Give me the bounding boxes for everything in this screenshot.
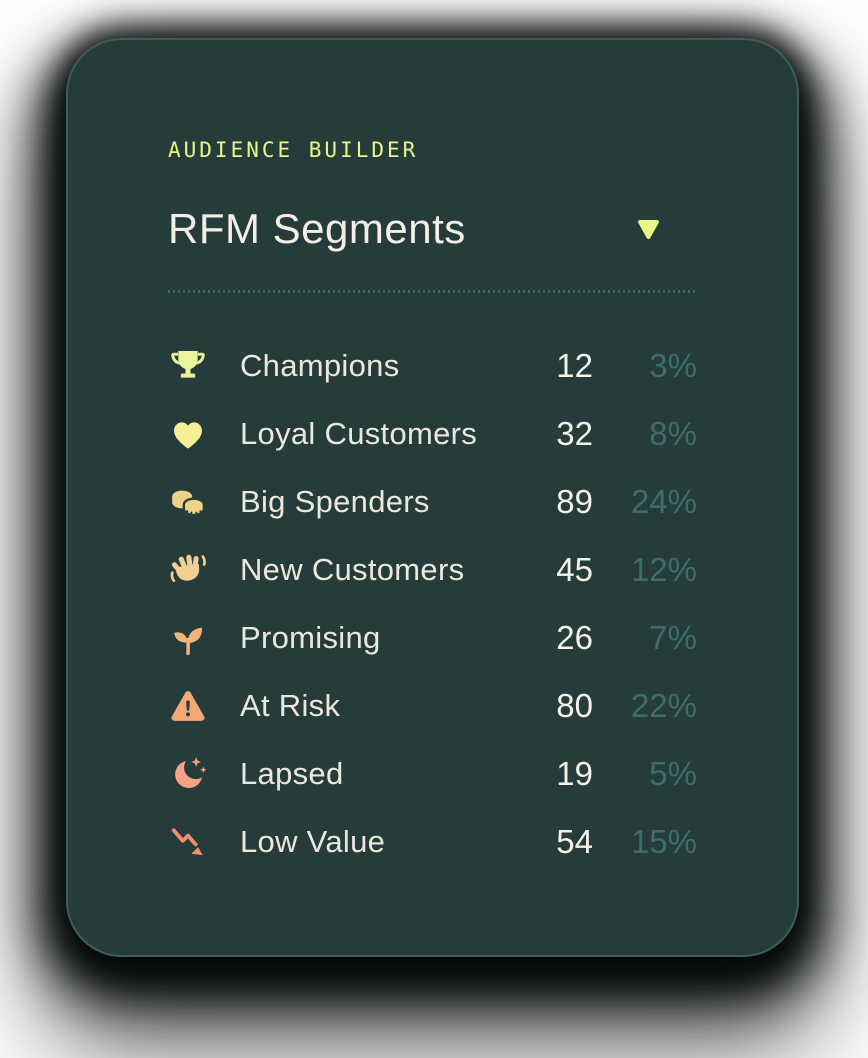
segment-count: 32 (556, 415, 593, 452)
segment-label: Loyal Customers (240, 416, 478, 451)
segment-percent: 5% (649, 755, 697, 792)
segment-percent: 15% (630, 823, 697, 860)
segment-label: Champions (240, 348, 400, 383)
segment-label: New Customers (240, 552, 465, 587)
waving-hand-icon (168, 550, 208, 590)
triangle-down-icon[interactable] (637, 219, 660, 240)
segment-percent: 3% (649, 347, 697, 384)
segment-percent: 22% (630, 687, 697, 724)
coins-icon (168, 482, 208, 522)
segment-percent: 24% (630, 483, 697, 520)
segment-count: 45 (556, 551, 593, 588)
segment-dropdown[interactable]: RFM Segments (168, 204, 697, 254)
segment-count: 19 (556, 755, 593, 792)
segment-count: 54 (556, 823, 593, 860)
warning-icon (168, 686, 208, 726)
segment-row-promising[interactable]: Promising 26 7% (168, 604, 697, 672)
seedling-icon (168, 618, 208, 658)
trophy-icon (168, 346, 208, 386)
segment-label: At Risk (240, 688, 341, 723)
segment-label: Low Value (240, 824, 386, 859)
segment-row-new-customers[interactable]: New Customers 45 12% (168, 536, 697, 604)
moon-icon (168, 754, 208, 794)
audience-builder-card: AUDIENCE BUILDER RFM Segments Champions … (66, 38, 799, 957)
segment-percent: 12% (630, 551, 697, 588)
segment-row-at-risk[interactable]: At Risk 80 22% (168, 672, 697, 740)
eyebrow-label: AUDIENCE BUILDER (168, 138, 419, 162)
segment-count: 80 (556, 687, 593, 724)
dotted-divider (168, 290, 697, 293)
segment-row-big-spenders[interactable]: Big Spenders 89 24% (168, 468, 697, 536)
segment-row-lapsed[interactable]: Lapsed 19 5% (168, 740, 697, 808)
segment-list: Champions 12 3% Loyal Customers 32 8% Bi… (168, 332, 697, 876)
segment-count: 26 (556, 619, 593, 656)
heart-icon (168, 414, 208, 454)
segment-label: Promising (240, 620, 381, 655)
segment-count: 12 (556, 347, 593, 384)
segment-label: Lapsed (240, 756, 344, 791)
chart-decreasing-icon (168, 822, 208, 862)
segment-row-low-value[interactable]: Low Value 54 15% (168, 808, 697, 876)
segment-percent: 8% (649, 415, 697, 452)
page-title: RFM Segments (168, 205, 466, 252)
segment-label: Big Spenders (240, 484, 430, 519)
segment-row-champions[interactable]: Champions 12 3% (168, 332, 697, 400)
segment-percent: 7% (649, 619, 697, 656)
segment-row-loyal-customers[interactable]: Loyal Customers 32 8% (168, 400, 697, 468)
segment-count: 89 (556, 483, 593, 520)
